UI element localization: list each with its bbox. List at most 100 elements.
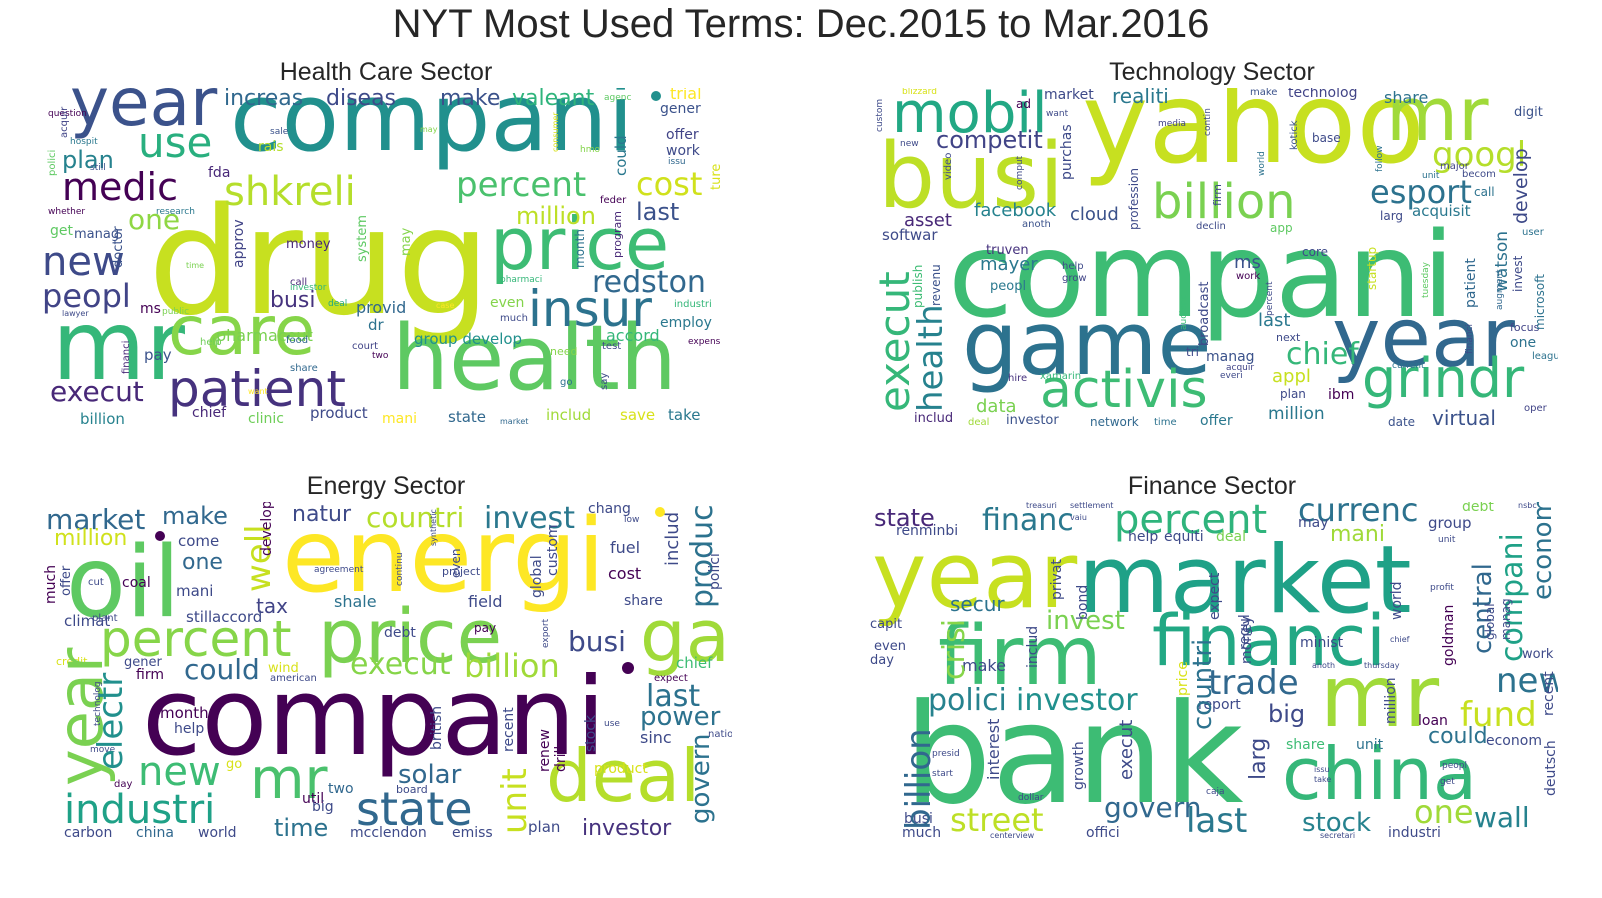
cloud-word: expect <box>1207 572 1223 620</box>
cloud-word: time <box>1154 417 1177 428</box>
cloud-word: billion <box>80 410 125 428</box>
cloud-word: growth <box>1071 741 1087 790</box>
cloud-word: nsbc <box>1518 502 1537 510</box>
cloud-word: state <box>874 504 935 532</box>
cloud-word: price <box>318 594 503 680</box>
cloud-word: save <box>620 406 656 424</box>
cloud-word: technolog <box>93 681 103 726</box>
cloud-word: billion <box>899 728 939 830</box>
cloud-word: renminbi <box>896 523 959 539</box>
cloud-word: includ <box>1025 625 1041 668</box>
cloud-word: chief <box>676 654 713 672</box>
cloud-word: stock <box>1302 808 1371 838</box>
cloud-word: year <box>70 88 218 141</box>
cloud-word: hire <box>1008 373 1028 384</box>
cloud-word: chang <box>588 502 631 517</box>
cloud-word: grow <box>1062 273 1087 284</box>
cloud-word: call <box>290 277 308 288</box>
cloud-word: month <box>573 229 587 268</box>
cloud-word: broadcast <box>1197 281 1212 346</box>
cloud-word: becom <box>1462 169 1496 180</box>
cloud-word: secur <box>950 592 1005 616</box>
cloud-word: current <box>1392 361 1425 371</box>
energy-word-cloud: compani energi oil price ga deal percent state m… <box>40 502 732 852</box>
cloud-word: share <box>624 593 663 609</box>
cloud-word: date <box>1388 415 1416 429</box>
cloud-word: year <box>872 522 1078 629</box>
cloud-word: financi <box>1152 600 1386 682</box>
cloud-word: peopl <box>1442 761 1467 771</box>
cloud-word: chief <box>192 405 227 421</box>
cloud-word: includ <box>546 406 592 424</box>
cloud-word: mani <box>176 582 214 600</box>
cloud-word: debt <box>384 625 416 641</box>
cloud-word: econom <box>1486 733 1542 749</box>
cloud-word: leagu <box>1532 351 1558 362</box>
cloud-word: world <box>1257 151 1267 176</box>
cloud-word: virtual <box>1432 406 1496 430</box>
cloud-word: product <box>310 404 368 422</box>
cloud-word: profession <box>1127 167 1141 230</box>
cloud-word: may <box>399 227 414 256</box>
cloud-word: world <box>198 825 237 841</box>
cloud-word: focus <box>1510 321 1540 334</box>
cloud-word: goldman <box>1441 604 1457 666</box>
cloud-word: esport <box>1370 173 1472 211</box>
cloud-word: may <box>1298 515 1329 531</box>
cloud-word: chief <box>1390 635 1410 644</box>
cloud-word: publish <box>911 264 925 308</box>
cloud-word: public <box>162 307 190 317</box>
cloud-word: court <box>352 341 378 352</box>
cloud-word: energi <box>282 502 606 616</box>
finance-word-cloud: bank market year firm financi mr china percent c… <box>866 502 1558 852</box>
cloud-word: help <box>200 337 222 348</box>
cloud-word: unit <box>1422 171 1440 181</box>
cloud-word: oper <box>1524 403 1547 414</box>
cloud-word: unit <box>495 768 535 834</box>
cloud-word: food <box>286 335 309 346</box>
cloud-word: acquir <box>1226 363 1255 373</box>
cloud-word: climat <box>64 612 111 630</box>
cloud-word: everi <box>1220 371 1243 381</box>
cloud-word: thursday <box>1364 661 1400 670</box>
cloud-word: comput <box>1015 155 1025 190</box>
cloud-word: offici <box>1086 825 1120 841</box>
cloud-word: low <box>624 515 640 525</box>
cloud-word: settlement <box>1070 502 1114 510</box>
cloud-word: price <box>1175 661 1191 696</box>
cloud-word: crisi <box>937 618 972 680</box>
cloud-word: interest <box>984 718 1003 780</box>
cloud-word: last <box>1258 310 1291 331</box>
cloud-word: big <box>1268 700 1306 728</box>
cloud-word: renew <box>537 729 553 772</box>
cloud-word: continu <box>395 552 405 586</box>
cloud-word: patient <box>168 360 346 418</box>
cloud-word: sinc <box>640 728 672 747</box>
cloud-word: synthetic <box>429 509 438 546</box>
cloud-word: plan <box>528 818 561 836</box>
cloud-word: patient <box>1463 258 1479 308</box>
cloud-word: googl <box>1432 135 1527 175</box>
cloud-word: research <box>156 207 195 217</box>
cloud-word: natur <box>292 502 352 527</box>
cloud-word: appl <box>1272 366 1311 387</box>
cloud-word: price <box>490 202 670 286</box>
cloud-word: one <box>128 203 181 236</box>
cloud-word: feder <box>600 195 627 206</box>
cloud-word: valeant <box>512 88 595 111</box>
cloud-word: state <box>448 408 486 426</box>
cloud-word: market <box>1078 526 1412 635</box>
cloud-word: month <box>160 704 209 722</box>
cloud-word: cloud <box>1070 204 1119 225</box>
cloud-word: offer <box>59 565 74 596</box>
cloud-word: follow <box>1375 145 1385 172</box>
cloud-word: oil <box>66 526 181 640</box>
cloud-word: british <box>429 705 445 750</box>
cloud-word: gener <box>124 655 162 670</box>
cloud-word: asset <box>904 210 952 231</box>
cloud-word: percent <box>1114 502 1268 543</box>
cloud-word: data <box>976 396 1017 417</box>
cloud-word: develop <box>259 502 275 556</box>
cloud-word: case <box>436 301 455 310</box>
cloud-word: report <box>1198 697 1241 713</box>
